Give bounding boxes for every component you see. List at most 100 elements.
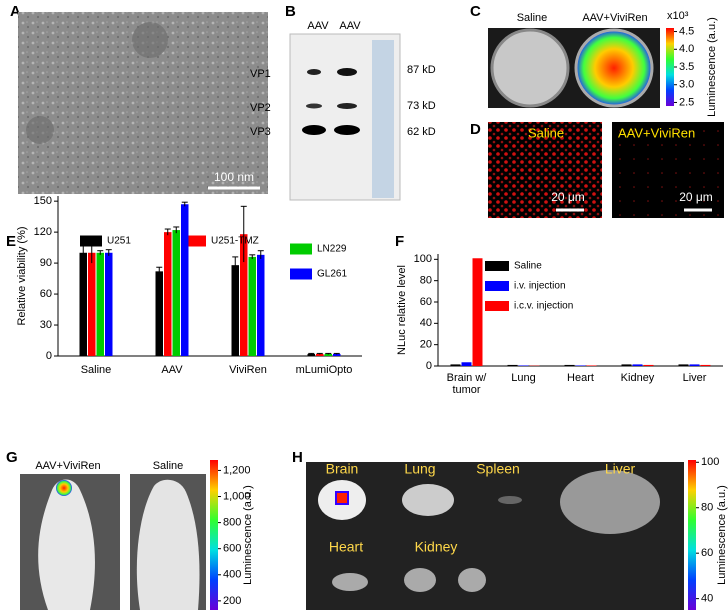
mouse — [136, 479, 200, 610]
y-tick-label: 60 — [40, 288, 52, 300]
y-tick-label: 120 — [34, 226, 52, 238]
fluorescence-image — [612, 122, 724, 218]
colorbar-tick-label: 800 — [223, 517, 241, 529]
tem-cluster — [26, 116, 54, 144]
bar — [316, 353, 324, 356]
colorbar-tick-label: 3.0 — [679, 79, 694, 91]
colorbar-tick-label: 400 — [223, 569, 241, 581]
band-label: VP3 — [250, 126, 271, 138]
bar — [564, 364, 575, 366]
well — [574, 28, 654, 108]
colorbar-tick-label: 600 — [223, 543, 241, 555]
band — [306, 103, 322, 109]
colorbar-tick-label: 3.5 — [679, 61, 694, 73]
x-tick-label: mLumiOpto — [296, 364, 353, 376]
bar — [172, 230, 180, 356]
legend-label: U251 — [107, 236, 131, 247]
bar — [248, 256, 256, 356]
legend-swatch — [290, 268, 312, 280]
x-tick-label: Lung — [511, 372, 536, 384]
lane-label: AAV — [339, 20, 361, 32]
colorbar-tick-label: 1,000 — [223, 490, 251, 502]
signal-spot — [335, 491, 349, 505]
mouse-label: AAV+ViviRen — [35, 460, 100, 472]
colorbar-title: Luminescence (a.u.) — [716, 485, 728, 585]
image-label: Saline — [528, 125, 564, 140]
bar — [181, 204, 189, 356]
panel-label: E — [6, 233, 16, 250]
bar — [586, 365, 597, 366]
organ-label: Lung — [404, 461, 435, 477]
organ-label: Spleen — [476, 461, 520, 477]
image-label: AAV+ViviRen — [618, 125, 695, 140]
panel-label: H — [292, 449, 303, 466]
colorbar-tick-label: 1,200 — [223, 464, 251, 476]
multiplier: x10³ — [667, 10, 689, 22]
y-tick-label: 90 — [40, 257, 52, 269]
x-tick-label: Heart — [567, 372, 594, 384]
band — [334, 125, 360, 135]
bar — [632, 364, 643, 366]
size-label: 62 kD — [407, 126, 436, 138]
y-axis-label: Relative viability (%) — [16, 226, 28, 325]
x-tick-label: Saline — [81, 364, 112, 376]
bar — [678, 364, 689, 366]
tem-cluster — [132, 22, 168, 58]
colorbar-tick-label: 2.5 — [679, 96, 694, 108]
mouse-label: Saline — [153, 460, 184, 472]
colorbar-title: Luminescence (a.u.) — [242, 485, 254, 585]
x-tick-label: AAV — [161, 364, 183, 376]
organ — [402, 484, 454, 516]
bar — [231, 265, 239, 356]
organ — [332, 573, 368, 591]
y-tick-label: 0 — [426, 360, 432, 372]
legend-label: Saline — [514, 261, 542, 272]
legend-label: LN229 — [317, 244, 347, 255]
colorbar-tick-label: 40 — [701, 593, 713, 605]
y-tick-label: 20 — [420, 339, 432, 351]
colorbar-tick-label: 4.5 — [679, 25, 694, 37]
bar — [472, 258, 483, 366]
colorbar-tick-label: 80 — [701, 502, 713, 514]
organ-label: Kidney — [415, 539, 458, 555]
bar — [575, 365, 586, 366]
well-label: Saline — [517, 12, 548, 24]
bar — [105, 252, 113, 356]
fluorescence-image — [488, 122, 602, 218]
legend-swatch — [485, 281, 509, 291]
colorbar-tick-label: 200 — [223, 595, 241, 607]
legend-swatch — [485, 261, 509, 271]
bar — [155, 271, 163, 356]
panel-label: C — [470, 3, 481, 20]
band — [337, 68, 357, 76]
organ-label: Brain — [326, 461, 359, 477]
legend-label: i.v. injection — [514, 281, 566, 292]
band — [302, 125, 326, 135]
panel-label: A — [10, 3, 21, 20]
bar — [164, 232, 172, 356]
band-label: VP2 — [250, 102, 271, 114]
y-tick-label: 80 — [420, 275, 432, 287]
ladder — [372, 40, 394, 198]
band-label: VP1 — [250, 68, 271, 80]
mouse — [38, 479, 95, 610]
lane-label: AAV — [307, 20, 329, 32]
legend-swatch — [80, 235, 102, 247]
x-tick-label: Liver — [682, 372, 707, 384]
bar — [333, 353, 341, 356]
band — [307, 69, 321, 75]
y-tick-label: 150 — [34, 195, 52, 207]
legend-label: GL261 — [317, 269, 347, 280]
organ — [404, 568, 436, 592]
legend-swatch — [485, 301, 509, 311]
panel-label: F — [395, 233, 404, 250]
size-label: 87 kD — [407, 64, 436, 76]
legend-label: i.c.v. injection — [514, 301, 573, 312]
colorbar — [666, 28, 674, 106]
panel-label: G — [6, 449, 18, 466]
y-tick-label: 40 — [420, 317, 432, 329]
panel-label: B — [285, 3, 296, 20]
bar — [450, 364, 461, 366]
